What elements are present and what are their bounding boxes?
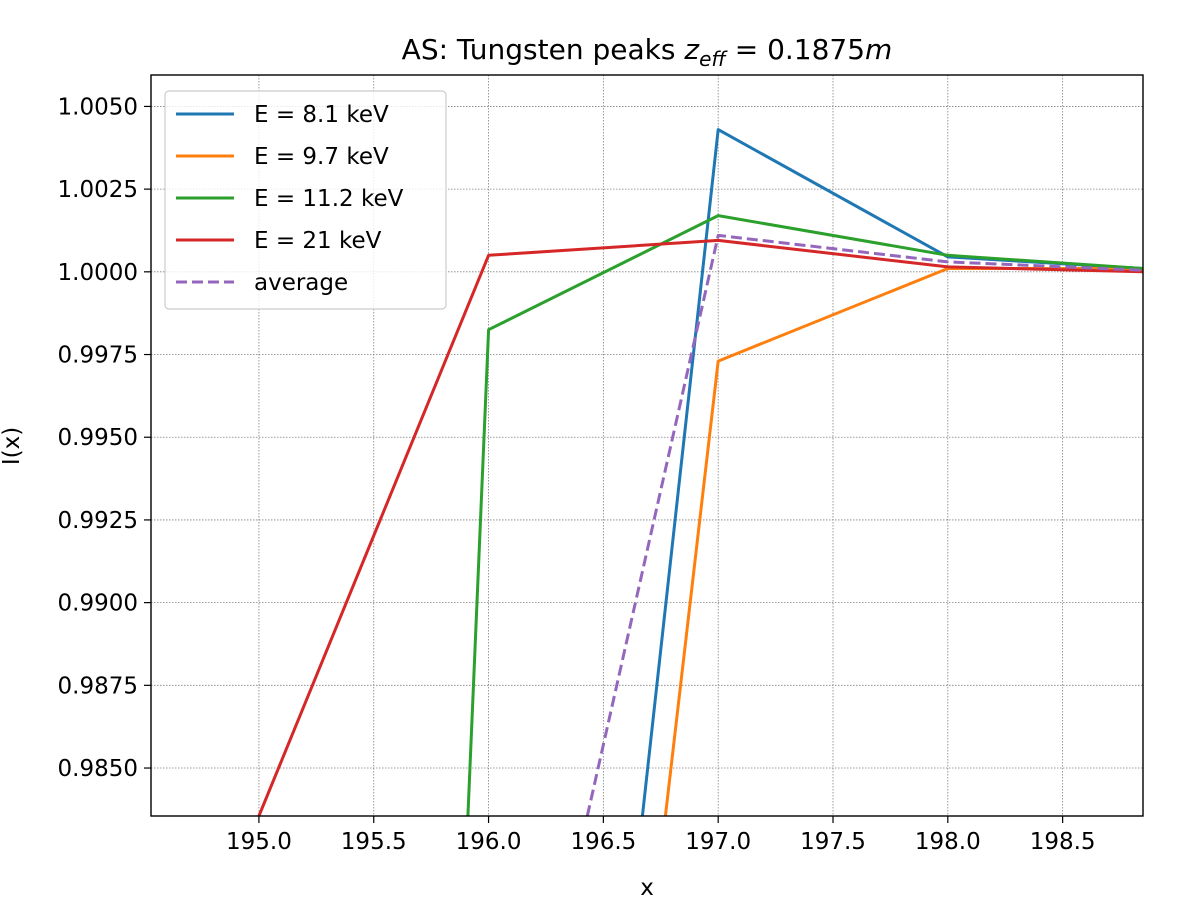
y-tick-label: 1.0050 xyxy=(58,94,138,120)
legend-label-3: E = 21 keV xyxy=(254,228,382,254)
legend-label-0: E = 8.1 keV xyxy=(254,102,389,128)
y-tick-label: 0.9950 xyxy=(58,425,138,451)
legend-label-1: E = 9.7 keV xyxy=(254,144,389,170)
legend-box xyxy=(164,90,447,310)
plot-frame xyxy=(150,74,1144,817)
y-tick-label: 0.9875 xyxy=(58,673,138,699)
x-tick-label: 196.5 xyxy=(570,829,636,855)
legend-label-4: average xyxy=(254,270,348,296)
series-line-2 xyxy=(466,214,1144,817)
y-tick-label: 1.0000 xyxy=(58,260,138,286)
y-axis-label: I(x) xyxy=(0,427,25,465)
chart-title: AS: Tungsten peaks zeff = 0.1875m xyxy=(402,33,893,71)
series-line-3 xyxy=(257,238,1144,817)
y-tick-label: 0.9900 xyxy=(58,591,138,617)
x-tick-label: 198.5 xyxy=(1030,829,1096,855)
x-axis-label: x xyxy=(640,875,654,901)
x-tick-label: 196.0 xyxy=(456,829,522,855)
y-tick-label: 1.0025 xyxy=(58,177,138,203)
legend-label-2: E = 11.2 keV xyxy=(254,186,404,212)
x-tick-label: 195.0 xyxy=(226,829,292,855)
x-tick-label: 197.0 xyxy=(685,829,751,855)
series-line-4 xyxy=(585,233,1144,817)
y-tick-label: 0.9850 xyxy=(58,756,138,782)
y-tick-label: 0.9925 xyxy=(58,508,138,534)
x-tick-label: 195.5 xyxy=(341,829,407,855)
x-tick-label: 198.0 xyxy=(915,829,981,855)
legend: E = 8.1 keV E = 9.7 keV E = 11.2 keV E = 21… xyxy=(164,90,447,310)
x-tick-label: 197.5 xyxy=(800,829,866,855)
ticks: 195.0 195.5 196.0 196.5 197.0 197.5 198.0 198.5… xyxy=(58,94,1096,855)
series-group xyxy=(257,128,1144,817)
y-tick-label: 0.9975 xyxy=(58,343,138,369)
